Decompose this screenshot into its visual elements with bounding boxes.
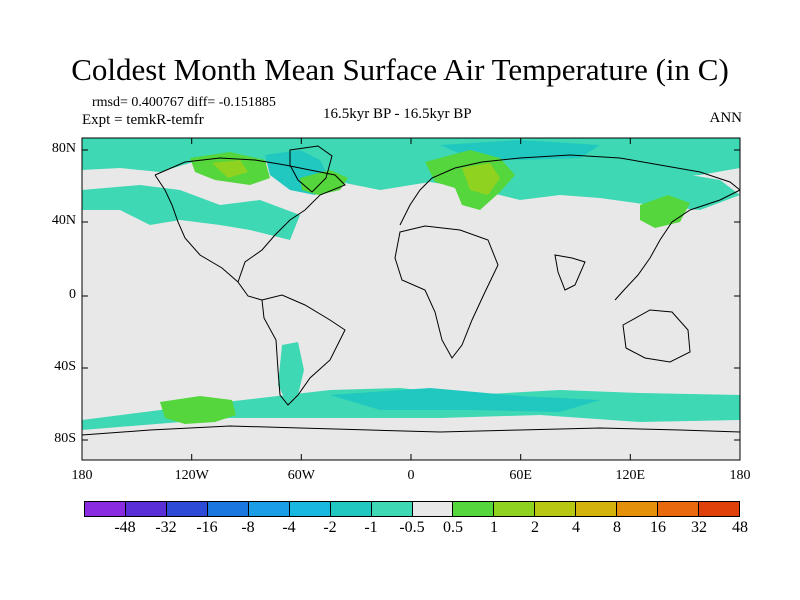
latitude-label: 0 [69, 287, 76, 302]
longitude-label: 180 [729, 468, 751, 483]
colorbar-swatch [412, 502, 454, 516]
season-text: ANN [709, 110, 743, 126]
south-america-cool-region [278, 342, 304, 405]
colorbar-label: 48 [732, 519, 748, 536]
antarctica-warm-region [160, 396, 236, 424]
longitude-label: 180 [71, 468, 93, 483]
axis-ticks [81, 138, 741, 460]
southern-ocean-cool-core [330, 388, 600, 412]
asia-cool-region [520, 165, 740, 210]
siberia-warm-core [462, 163, 500, 195]
colorbar-label: 0.5 [443, 519, 463, 536]
east-asia-coastline [614, 189, 741, 301]
colorbar-label: 1 [490, 519, 498, 536]
colorbar-swatch [125, 502, 167, 516]
canada-warm-core [212, 160, 248, 178]
colorbar-label: -32 [155, 519, 177, 536]
africa-coastline [394, 225, 499, 359]
anomaly-field [82, 138, 740, 460]
colorbar-swatch [699, 502, 739, 516]
colorbar-label: 4 [572, 519, 580, 536]
colorbar-swatch [248, 502, 290, 516]
map-title: Coldest Month Mean Surface Air Temperatu… [71, 52, 729, 87]
antarctica-coastline [81, 425, 741, 436]
colorbar-swatch [330, 502, 372, 516]
colorbar [84, 501, 740, 517]
colorbar-label: 16 [650, 519, 666, 536]
rmsd-diff-text: rmsd= 0.400767 diff= -0.151885 [92, 95, 276, 110]
colorbar-swatch [576, 502, 618, 516]
latitude-label: 40S [54, 359, 76, 374]
longitude-label: 0 [407, 468, 415, 483]
australia-coastline [622, 309, 691, 363]
longitude-label: 120W [174, 468, 209, 483]
colorbar-label: -2 [323, 519, 337, 536]
colorbar-label: -48 [114, 519, 136, 536]
north-america-cool-region [82, 185, 300, 240]
colorbar-label: 32 [691, 519, 707, 536]
colorbar-swatch [85, 502, 126, 516]
europe-asia-coastline [399, 154, 741, 226]
coastlines [81, 145, 741, 436]
colorbar-swatch [166, 502, 208, 516]
colorbar-label: -8 [241, 519, 255, 536]
colorbar-label: -1 [364, 519, 378, 536]
colorbar-swatch [535, 502, 577, 516]
colorbar-label: -4 [282, 519, 296, 536]
india-coastline [554, 254, 586, 291]
colorbar-swatch [617, 502, 659, 516]
north-america-coastline [154, 157, 346, 301]
latitude-label: 80S [54, 431, 76, 446]
longitude-label: 60W [287, 468, 315, 483]
longitude-label: 120E [615, 468, 646, 483]
colorbar-swatch [289, 502, 331, 516]
longitude-label: 60E [509, 468, 532, 483]
experiment-text: Expt = temkR-temfr [82, 112, 204, 128]
colorbar-label: -0.5 [399, 519, 425, 536]
north-america-west-coastline [154, 174, 239, 283]
colorbar-swatch [371, 502, 413, 516]
colorbar-swatch [494, 502, 536, 516]
colorbar-label: 2 [531, 519, 539, 536]
east-asia-warm-region [640, 195, 690, 228]
colorbar-swatch [207, 502, 249, 516]
latitude-label: 40N [51, 213, 76, 228]
colorbar-label: -16 [196, 519, 218, 536]
period-text: 16.5kyr BP - 16.5kyr BP [323, 106, 472, 122]
colorbar-swatch [658, 502, 700, 516]
greenland-coastline [289, 145, 333, 193]
colorbar-swatch [453, 502, 495, 516]
colorbar-label: 8 [613, 519, 621, 536]
south-america-coastline [261, 294, 346, 406]
latitude-label: 80N [51, 141, 76, 156]
